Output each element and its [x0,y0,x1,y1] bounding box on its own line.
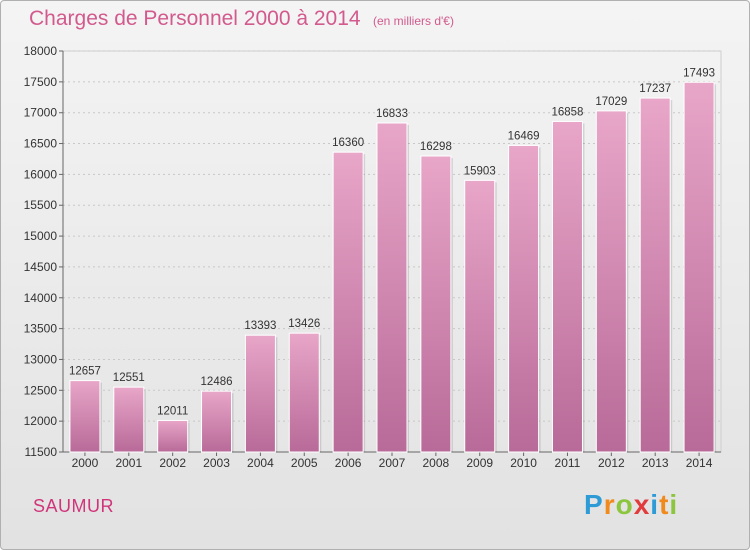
data-label: 16360 [332,137,364,149]
data-label: 12486 [201,376,233,388]
bar-2014 [683,81,715,453]
x-tick-label: 2013 [642,456,669,470]
bar-2013 [639,97,671,453]
bar-2006 [332,151,364,453]
bar-2008 [420,155,452,453]
data-label: 16833 [376,108,408,120]
logo-letter: i [650,489,660,520]
x-tick-label: 2010 [510,456,537,470]
x-tick-label: 2002 [159,456,186,470]
x-tick-label: 2014 [686,456,713,470]
x-tick-label: 2000 [72,456,99,470]
y-tick-label: 14500 [24,260,58,274]
y-tick-label: 12000 [24,414,58,428]
data-label: 12657 [69,366,101,378]
x-tick-label: 2007 [379,456,406,470]
y-tick-label: 11500 [25,445,58,459]
x-tick-label: 2009 [466,456,493,470]
bar-2011 [551,120,583,453]
data-label: 17029 [595,96,627,108]
data-label: 12551 [113,372,145,384]
bar-2004 [244,334,276,453]
data-label: 13426 [288,318,320,330]
bar-2000 [69,380,101,453]
y-tick-label: 15000 [24,229,58,243]
data-label: 16298 [420,141,452,153]
logo-letter: i [669,489,679,520]
bar-2010 [508,144,540,453]
bar-2001 [113,386,145,453]
data-label: 17237 [639,83,671,95]
x-tick-label: 2003 [203,456,230,470]
y-tick-label: 13000 [24,352,58,366]
x-tick-label: 2011 [555,456,581,470]
data-label: 13393 [244,320,276,332]
data-labels: 12657 12551 12011 12486 13393 13426 16360 16833… [69,67,715,417]
data-label: 16469 [508,130,540,142]
data-label: 12011 [157,405,188,417]
logo-letter: x [633,489,651,520]
bars [69,81,717,453]
y-tick-label: 17000 [24,106,58,120]
bar-2003 [201,390,233,453]
bar-2009 [464,179,496,453]
data-label: 15903 [464,165,496,177]
data-label: 16858 [551,106,583,118]
y-tick-label: 14000 [24,291,58,305]
x-tick-label: 2006 [335,456,362,470]
x-tick-label: 2001 [115,456,142,470]
axes: 11500 12000 12500 13000 13500 14000 14500 15000… [24,44,721,470]
logo-letter: t [659,489,670,520]
logo-letter: P [584,489,604,520]
x-tick-label: 2004 [247,456,274,470]
bar-2002 [157,419,189,453]
data-label: 17493 [683,67,715,79]
y-tick-label: 12500 [24,383,58,397]
bar-2012 [595,110,627,453]
city-name: SAUMUR [33,496,115,516]
y-tick-label: 16500 [24,137,58,151]
bar-2007 [376,122,408,453]
x-tick-label: 2012 [598,456,625,470]
chart-title: Charges de Personnel 2000 à 2014 [29,7,361,30]
logo-letter: r [603,489,616,520]
proxiti-logo: Proxiti [584,489,678,521]
x-tick-label: 2005 [291,456,318,470]
bar-2005 [288,332,320,453]
x-tick-label: 2008 [423,456,450,470]
y-tick-label: 13500 [24,322,58,336]
y-tick-label: 16000 [24,167,58,181]
y-tick-label: 15500 [24,198,58,212]
chart-subtitle: (en milliers d'€) [373,14,454,28]
logo-letter: o [615,489,634,520]
y-tick-label: 18000 [24,44,58,58]
y-tick-label: 17500 [24,75,58,89]
